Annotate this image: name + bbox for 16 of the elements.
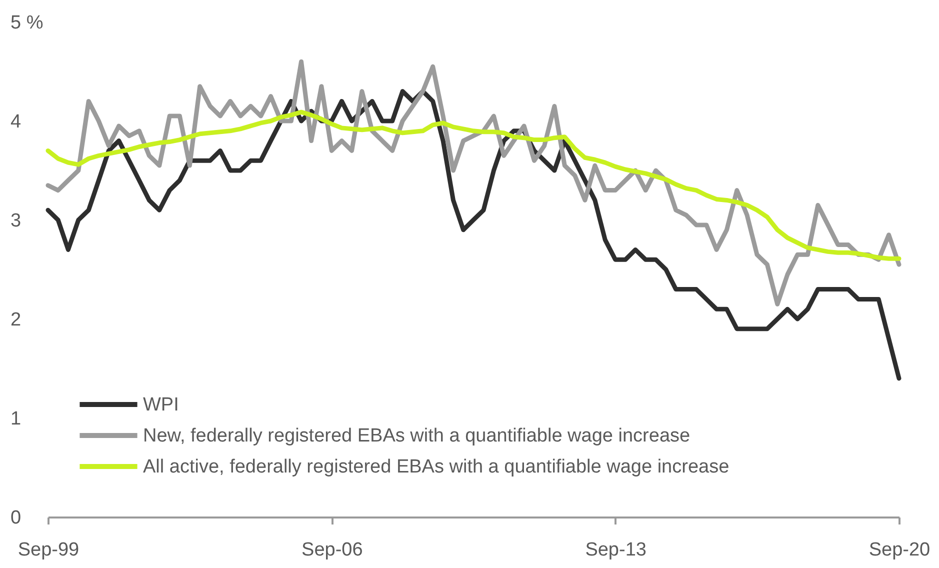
y-tick-label: 0 <box>10 508 22 528</box>
legend-label: New, federally registered EBAs with a quantifiable wage increase <box>143 426 690 446</box>
y-tick-label: 4 <box>10 112 22 132</box>
legend-label: WPI <box>143 394 179 416</box>
line-series <box>46 110 902 261</box>
y-tick-label: 1 <box>10 408 22 430</box>
line-series <box>46 59 902 306</box>
y-tick-label: 5 % <box>10 12 44 34</box>
x-tick-label: Sep-06 <box>302 540 363 560</box>
y-tick-label: 3 <box>10 210 22 232</box>
y-tick-label: 2 <box>10 310 22 330</box>
x-tick-label: Sep-99 <box>18 540 80 560</box>
legend-label: All active, federally registered EBAs with a quantifiable wage increase <box>143 456 730 478</box>
x-tick-label: Sep-13 <box>585 540 646 560</box>
x-tick-label: Sep-20 <box>868 540 930 560</box>
line-series <box>46 89 902 381</box>
